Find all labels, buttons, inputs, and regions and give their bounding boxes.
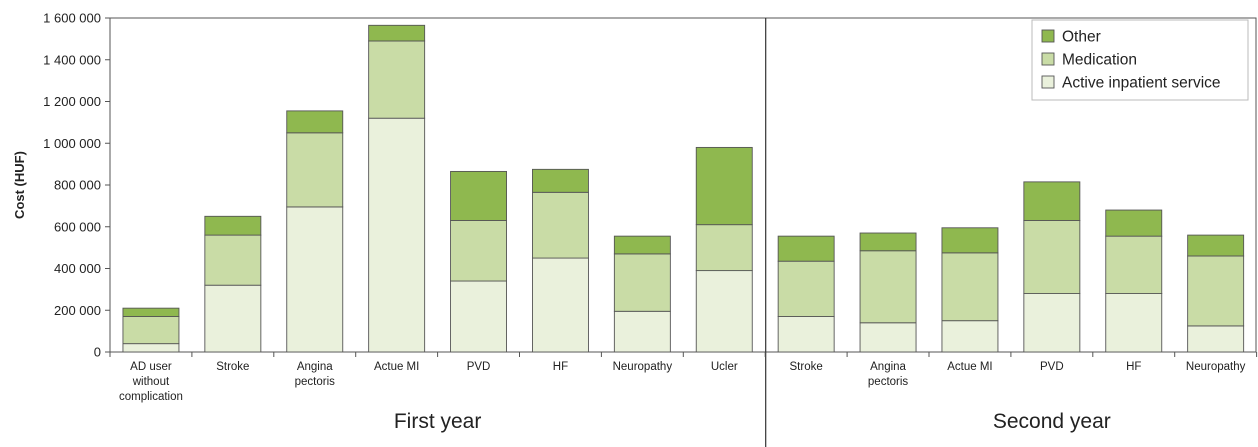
- bar-segment-medication: [777, 260, 835, 317]
- category-label: pectoris: [295, 376, 336, 388]
- chart-bars: [122, 24, 1245, 353]
- category-label: HF: [1126, 361, 1141, 373]
- bar-segment-other: [941, 227, 999, 254]
- bar-segment-medication: [204, 234, 262, 286]
- category-label: Stroke: [790, 361, 823, 373]
- legend-swatch: [1041, 52, 1055, 66]
- bar-segment-medication: [368, 40, 426, 119]
- y-tick-label: 1 400 000: [43, 52, 101, 67]
- category-label: complication: [119, 391, 183, 403]
- category-label: Angina: [870, 361, 906, 373]
- bar-segment-active-inpatient: [941, 320, 999, 353]
- y-axis-label: Cost (HUF): [12, 151, 27, 219]
- bar-segment-medication: [450, 220, 507, 282]
- category-label: Angina: [297, 361, 333, 373]
- category-label: without: [132, 376, 170, 388]
- category-label: AD user: [130, 361, 172, 373]
- bar-segment-medication: [695, 224, 753, 272]
- y-tick-label: 600 000: [54, 219, 101, 234]
- category-label: PVD: [1040, 361, 1064, 373]
- legend-item-active-inpatient: Active inpatient service: [1062, 75, 1221, 92]
- category-label: Ucler: [711, 361, 738, 373]
- group-label-first-year: First year: [394, 410, 482, 433]
- category-label: pectoris: [868, 376, 909, 388]
- bar-segment-medication: [1105, 235, 1163, 295]
- category-label: HF: [553, 361, 568, 373]
- chart-axes: 0 200 000 400 000 600 000 800 000 1 000 000 1 …: [12, 11, 1258, 447]
- bar-segment-other: [532, 168, 589, 193]
- bar-segment-other: [1023, 181, 1081, 221]
- bar-segment-active-inpatient: [532, 257, 589, 353]
- legend-item-medication: Medication: [1062, 52, 1137, 69]
- bar-segment-active-inpatient: [1105, 293, 1163, 353]
- chart-labels: AD user without complication Stroke Angina pe…: [119, 361, 1246, 433]
- category-label: Actue MI: [947, 361, 992, 373]
- y-tick-label: 200 000: [54, 303, 101, 318]
- bar-segment-medication: [859, 250, 917, 324]
- category-label: Actue MI: [374, 361, 419, 373]
- bar-segment-other: [122, 307, 180, 317]
- legend-item-other: Other: [1062, 29, 1101, 46]
- y-tick-label: 1 600 000: [43, 11, 101, 26]
- bar-segment-other: [1187, 234, 1245, 257]
- y-tick-label: 400 000: [54, 261, 101, 276]
- bar-segment-active-inpatient: [368, 117, 426, 353]
- bar-segment-active-inpatient: [1023, 293, 1081, 353]
- bar-segment-medication: [1023, 220, 1081, 295]
- bar-segment-medication: [286, 132, 344, 208]
- bar-segment-other: [450, 170, 507, 221]
- chart-legend: Other Medication Active inpatient service: [1031, 19, 1249, 101]
- bar-segment-other: [777, 235, 835, 262]
- y-tick-label: 800 000: [54, 178, 101, 193]
- bar-segment-other: [1105, 209, 1163, 237]
- y-tick-label: 0: [94, 345, 101, 360]
- bar-segment-active-inpatient: [695, 270, 753, 353]
- category-label: PVD: [467, 361, 491, 373]
- bar-segment-other: [695, 146, 753, 226]
- category-label: Neuropathy: [613, 361, 673, 373]
- bar-segment-other: [368, 24, 426, 42]
- bar-segment-medication: [613, 253, 671, 312]
- bar-segment-active-inpatient: [286, 206, 344, 353]
- bar-segment-other: [859, 232, 917, 252]
- bar-segment-active-inpatient: [859, 322, 917, 353]
- bar-segment-medication: [122, 316, 180, 345]
- category-label: Neuropathy: [1186, 361, 1246, 373]
- bar-segment-active-inpatient: [450, 280, 507, 353]
- bar-segment-active-inpatient: [122, 343, 180, 353]
- bar-segment-active-inpatient: [777, 316, 835, 353]
- legend-box: [1031, 19, 1249, 101]
- bar-segment-medication: [941, 252, 999, 322]
- bar-segment-other: [204, 215, 262, 236]
- legend-swatch: [1041, 29, 1055, 43]
- bar-segment-medication: [1187, 255, 1245, 327]
- bar-segment-active-inpatient: [1187, 325, 1245, 353]
- bar-segment-active-inpatient: [613, 310, 671, 353]
- group-label-second-year: Second year: [993, 410, 1111, 433]
- bar-segment-active-inpatient: [204, 284, 262, 353]
- category-label: Stroke: [216, 361, 249, 373]
- legend-swatch: [1041, 75, 1055, 89]
- y-tick-label: 1 200 000: [43, 94, 101, 109]
- y-tick-label: 1 000 000: [43, 136, 101, 151]
- bar-segment-other: [613, 235, 671, 255]
- bar-segment-other: [286, 110, 344, 134]
- bar-segment-medication: [532, 191, 589, 259]
